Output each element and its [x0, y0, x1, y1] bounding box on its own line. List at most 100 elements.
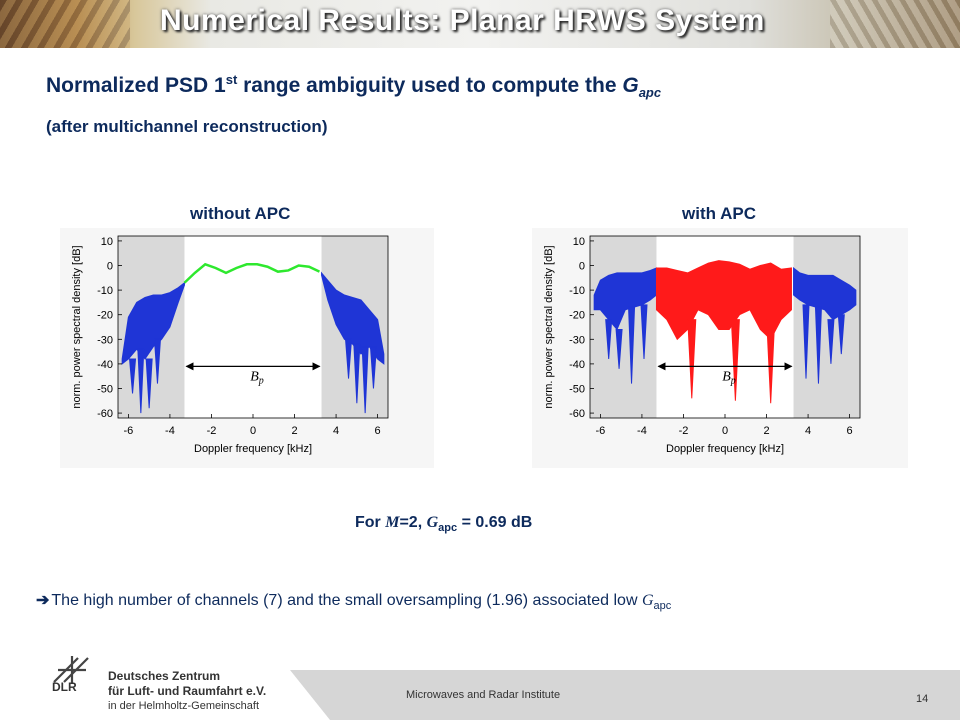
x-tick-label: -2 — [207, 425, 217, 437]
y-tick-label: 0 — [579, 261, 585, 273]
dlr-logo-icon — [53, 656, 89, 684]
logo-abbr: DLR — [52, 680, 77, 694]
logo-line1: Deutsches Zentrum — [108, 669, 221, 683]
psd-outside-null — [145, 358, 153, 409]
y-tick-label: -50 — [569, 383, 585, 395]
bandwidth-arrow-right-icon — [784, 362, 793, 371]
y-tick-label: -30 — [569, 334, 585, 346]
banner-texture — [0, 0, 130, 48]
result-prefix: For — [355, 514, 386, 531]
y-tick-label: -60 — [569, 408, 585, 420]
bandwidth-label-sub: p — [730, 375, 736, 386]
y-axis-label: norm. power spectral density [dB] — [71, 245, 83, 408]
logo-line2: für Luft- und Raumfahrt e.V. — [108, 684, 267, 698]
y-tick-label: -20 — [569, 310, 585, 322]
chart-right: -6 -4 -2 0 2 4 6 10 0 -10 -20 -30 -40 -50 -60 Doppler f… — [532, 228, 908, 468]
note-text: The high number of channels (7) and the … — [51, 592, 642, 609]
x-axis-label: Doppler frequency [kHz] — [666, 443, 784, 455]
heading-sub: apc — [638, 85, 662, 101]
psd-outside-band-left — [121, 281, 185, 365]
y-tick-label: 10 — [573, 236, 585, 248]
x-tick-label: 6 — [375, 425, 381, 437]
bandwidth-label-sub: p — [258, 375, 264, 386]
psd-outside-null — [137, 348, 145, 414]
page-number: 14 — [916, 693, 929, 705]
y-tick-label: -20 — [97, 310, 113, 322]
psd-outside-null — [615, 328, 623, 369]
x-tick-label: -4 — [165, 425, 175, 437]
psd-outside-null — [369, 346, 377, 389]
x-tick-label: 2 — [763, 425, 769, 437]
x-axis-label: Doppler frequency [kHz] — [194, 443, 312, 455]
psd-outside-null — [814, 306, 822, 384]
footer-bar — [290, 670, 960, 720]
bandwidth-arrow-right-icon — [312, 362, 321, 371]
psd-outside-null — [361, 346, 369, 414]
y-tick-label: -10 — [97, 285, 113, 297]
header-banner: Numerical Results: Planar HRWS System — [0, 0, 960, 48]
logo-line3: in der Helmholtz-Gemeinschaft — [108, 700, 260, 712]
shaded-region-left — [590, 236, 657, 418]
heading-rest: range ambiguity used to compute the — [237, 74, 623, 97]
x-tick-label: 4 — [333, 425, 339, 437]
y-tick-label: -40 — [569, 359, 585, 371]
x-tick-label: 2 — [291, 425, 297, 437]
psd-outside-null — [344, 338, 353, 379]
psd-inside-line — [183, 262, 320, 284]
heading: Normalized PSD 1st range ambiguity used … — [46, 72, 661, 100]
subheading: (after multichannel reconstruction) — [46, 117, 328, 136]
arrow-right-icon: ➔ — [36, 592, 50, 609]
heading-g: G — [622, 74, 639, 97]
x-tick-label: -6 — [123, 425, 133, 437]
y-tick-label: 10 — [101, 236, 113, 248]
result-g: G — [426, 514, 439, 531]
psd-inside-null — [687, 319, 697, 399]
psd-outside-null — [802, 304, 810, 379]
result-value: = 0.69 dB — [457, 514, 533, 531]
x-tick-label: 6 — [847, 425, 853, 437]
note-g-sub: apc — [653, 600, 672, 613]
psd-outside-null — [605, 319, 613, 360]
psd-outside-null — [353, 343, 361, 404]
psd-outside-null — [827, 319, 835, 364]
psd-inside-null — [730, 319, 740, 401]
slide-title: Numerical Results: Planar HRWS System — [160, 4, 765, 37]
psd-outside-band-right — [321, 271, 385, 365]
y-tick-label: -50 — [97, 383, 113, 395]
x-tick-label: -2 — [679, 425, 689, 437]
psd-outside-null — [153, 338, 161, 384]
psd-inside-null — [766, 319, 776, 404]
y-axis-label: norm. power spectral density [dB] — [543, 245, 555, 408]
note-g: G — [641, 592, 654, 609]
result-m-val: =2, — [399, 514, 427, 531]
panel-label-left: without APC — [190, 204, 291, 223]
panel-label-right: with APC — [682, 204, 756, 223]
psd-outside-null — [128, 358, 137, 394]
banner-texture-right — [830, 0, 960, 48]
x-tick-label: 0 — [250, 425, 256, 437]
x-tick-label: 0 — [722, 425, 728, 437]
note: ➔ The high number of channels (7) and the… — [36, 590, 671, 612]
psd-outside-null — [628, 306, 636, 384]
psd-outside-null — [837, 314, 845, 355]
x-tick-label: 4 — [805, 425, 811, 437]
y-tick-label: -40 — [97, 359, 113, 371]
chart-left: -6 -4 -2 0 2 4 6 10 0 -10 -20 -30 -40 -50 -60 Doppler f… — [60, 228, 434, 468]
bandwidth-arrow-left-icon — [657, 362, 666, 371]
y-tick-label: -60 — [97, 408, 113, 420]
y-tick-label: -30 — [97, 334, 113, 346]
psd-outside-null — [640, 304, 648, 360]
footer-institute: Microwaves and Radar Institute — [406, 689, 561, 701]
result-line: For M=2, Gapc = 0.69 dB — [355, 514, 532, 534]
y-tick-label: 0 — [107, 261, 113, 273]
heading-sup: st — [225, 72, 238, 87]
bandwidth-arrow-left-icon — [185, 362, 194, 371]
result-g-sub: apc — [438, 522, 458, 535]
y-tick-label: -10 — [569, 285, 585, 297]
x-tick-label: -6 — [595, 425, 605, 437]
heading-main: Normalized PSD 1 — [46, 74, 226, 97]
result-m: M — [385, 514, 400, 531]
x-tick-label: -4 — [637, 425, 647, 437]
